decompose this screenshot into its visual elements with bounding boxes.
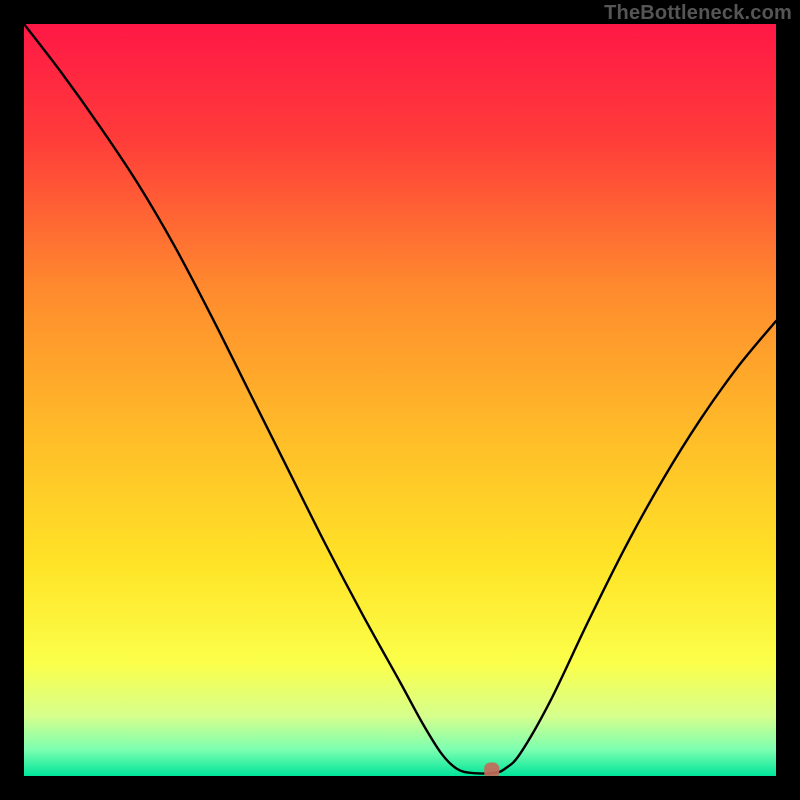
chart-plot-area [24,24,776,776]
chart-background-gradient [24,24,776,776]
watermark-text: TheBottleneck.com [604,2,792,25]
chart-frame: TheBottleneck.com [0,0,800,800]
chart-svg [24,24,776,776]
optimum-marker [484,762,499,776]
